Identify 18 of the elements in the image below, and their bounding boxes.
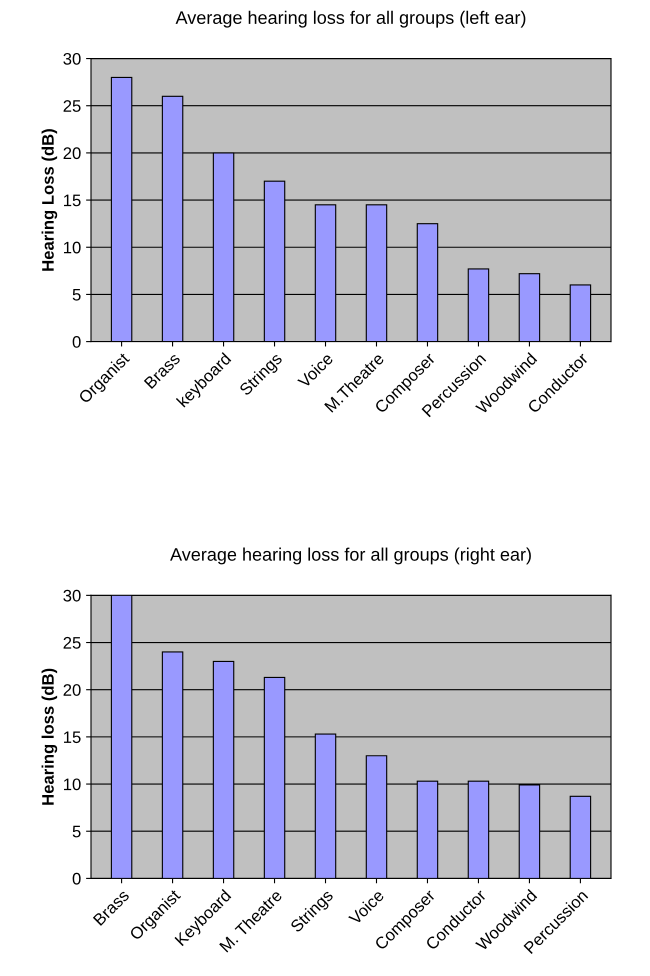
y-tick-label: 20 [64,684,81,696]
chart-title: Average hearing loss for all groups (left ear) [176,10,526,28]
y-tick-label: 15 [64,194,81,206]
y-tick-label: 20 [64,147,81,160]
y-tick-label: 10 [64,778,81,790]
y-tick-label: 10 [64,242,81,254]
y-axis-title: Hearing Loss (dB) [42,129,58,271]
y-tick-label: 30 [63,590,81,602]
chart-title: Average hearing loss for all groups (right ear) [170,548,531,564]
y-tick-label: 30 [63,52,81,65]
y-tick-label: 25 [64,636,81,649]
y-tick-label: 5 [72,826,81,838]
y-tick-label: 0 [72,336,81,348]
y-tick-label: 15 [64,731,81,744]
y-axis-title: Hearing loss (dB) [42,668,58,805]
y-tick-label: 25 [64,100,81,112]
y-tick-label: 5 [72,289,81,301]
y-tick-label: 0 [72,872,81,885]
